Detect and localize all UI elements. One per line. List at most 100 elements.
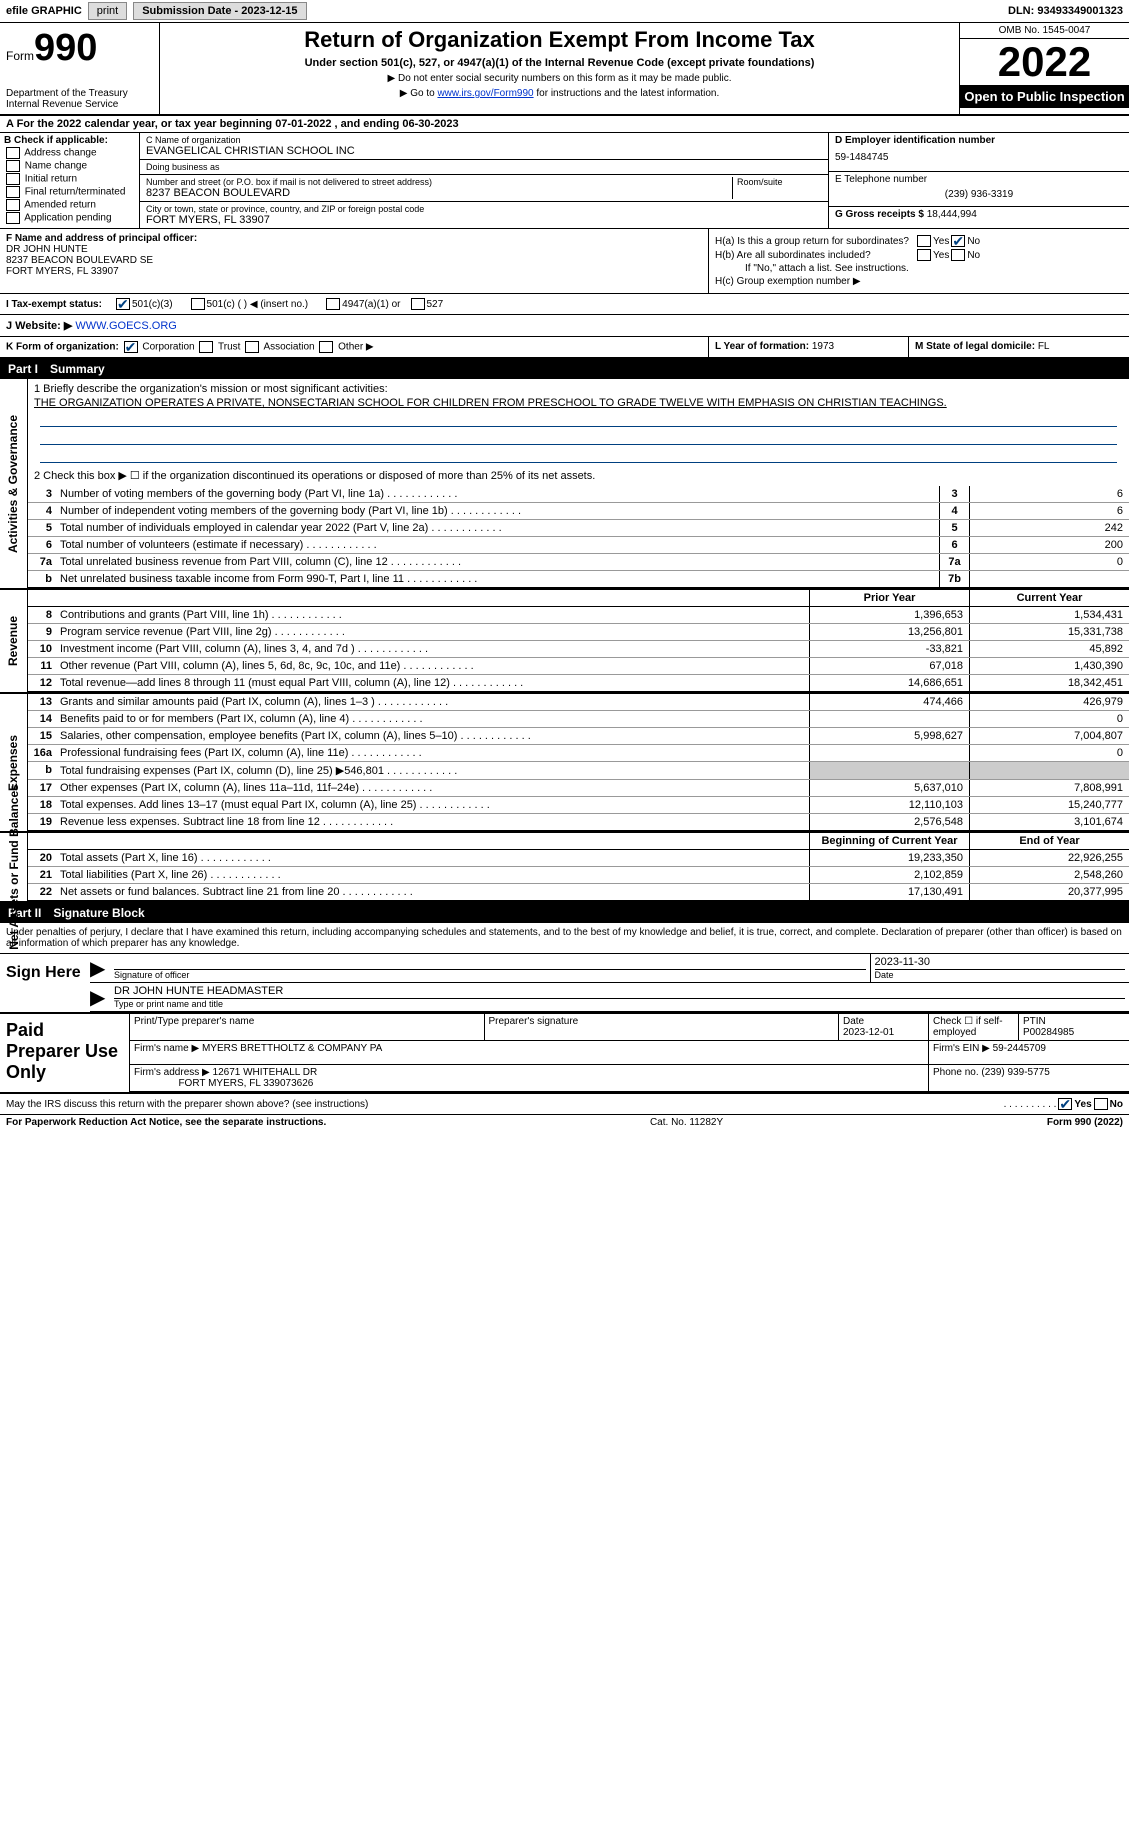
expenses-section: Expenses 13 Grants and similar amounts p… — [0, 694, 1129, 833]
efile-label: efile GRAPHIC — [6, 5, 82, 17]
sig-date-label: Date — [875, 970, 894, 980]
j-label: J Website: ▶ — [6, 320, 72, 332]
m-label: M State of legal domicile: — [915, 341, 1035, 352]
phone-val: (239) 936-3319 — [835, 185, 1123, 204]
cat-no: Cat. No. 11282Y — [326, 1117, 1047, 1128]
governance-section: Activities & Governance 1 Briefly descri… — [0, 379, 1129, 590]
blank1 — [40, 411, 1117, 427]
prep-date: 2023-12-01 — [843, 1027, 894, 1038]
form-subtitle: Under section 501(c), 527, or 4947(a)(1)… — [170, 57, 949, 69]
line-6: 6 Total number of volunteers (estimate i… — [28, 537, 1129, 554]
cb-amended[interactable]: Amended return — [4, 199, 135, 211]
hb-yes-cb[interactable] — [917, 249, 931, 261]
form-title: Return of Organization Exempt From Incom… — [170, 27, 949, 53]
col-headers-net: Beginning of Current Year End of Year — [28, 833, 1129, 850]
cb-501c[interactable] — [191, 298, 205, 310]
hb-note: If "No," attach a list. See instructions… — [715, 263, 1123, 274]
discuss-row: May the IRS discuss this return with the… — [0, 1094, 1129, 1114]
blank3 — [40, 447, 1117, 463]
form-label: Form — [6, 49, 34, 63]
cb-assoc[interactable] — [245, 341, 259, 353]
line-b: b Net unrelated business taxable income … — [28, 571, 1129, 588]
firm-addr: 12671 WHITEHALL DR — [213, 1067, 318, 1078]
arrow-icon: ▶ — [90, 983, 110, 1011]
org-name: EVANGELICAL CHRISTIAN SCHOOL INC — [146, 145, 822, 157]
line-3: 3 Number of voting members of the govern… — [28, 486, 1129, 503]
preparer-block: Paid Preparer Use Only Print/Type prepar… — [0, 1014, 1129, 1094]
line-9: 9 Program service revenue (Part VIII, li… — [28, 624, 1129, 641]
line-13: 13 Grants and similar amounts paid (Part… — [28, 694, 1129, 711]
website-link[interactable]: WWW.GOECS.ORG — [75, 320, 176, 332]
ptin-val: P00284985 — [1023, 1027, 1074, 1038]
firm-name: MYERS BRETTHOLTZ & COMPANY PA — [202, 1043, 382, 1054]
line-18: 18 Total expenses. Add lines 13–17 (must… — [28, 797, 1129, 814]
part2-header: Part II Signature Block — [0, 903, 1129, 923]
inspection-label: Open to Public Inspection — [960, 85, 1129, 108]
k-label: K Form of organization: — [6, 342, 119, 353]
cb-4947[interactable] — [326, 298, 340, 310]
gross-val: 18,444,994 — [927, 209, 977, 220]
cb-trust[interactable] — [199, 341, 213, 353]
officer-addr2: FORT MYERS, FL 33907 — [6, 266, 119, 277]
line-20: 20 Total assets (Part X, line 16) 19,233… — [28, 850, 1129, 867]
sig-officer-label: Signature of officer — [114, 970, 189, 980]
note-link: ▶ Go to www.irs.gov/Form990 for instruct… — [170, 88, 949, 99]
cb-final[interactable]: Final return/terminated — [4, 186, 135, 198]
dba-label: Doing business as — [146, 162, 822, 172]
addr-label: Number and street (or P.O. box if mail i… — [146, 177, 732, 187]
line-14: 14 Benefits paid to or for members (Part… — [28, 711, 1129, 728]
prep-sig-label: Preparer's signature — [485, 1014, 840, 1040]
org-name-label: C Name of organization — [146, 135, 822, 145]
cb-527[interactable] — [411, 298, 425, 310]
cb-initial[interactable]: Initial return — [4, 173, 135, 185]
i-label: I Tax-exempt status: — [6, 299, 102, 310]
cb-501c3[interactable] — [116, 298, 130, 310]
l-val: 1973 — [812, 341, 834, 352]
submission-button[interactable]: Submission Date - 2023-12-15 — [133, 2, 306, 20]
irs-link[interactable]: www.irs.gov/Form990 — [437, 88, 533, 99]
side-governance: Activities & Governance — [0, 379, 28, 588]
tax-year: 2022 — [960, 39, 1129, 85]
firm-city: FORT MYERS, FL 339073626 — [178, 1078, 313, 1089]
ein-val: 59-1484745 — [835, 146, 1123, 169]
sig-date: 2023-11-30 — [875, 956, 1126, 970]
line-12: 12 Total revenue—add lines 8 through 11 … — [28, 675, 1129, 692]
ha-label: H(a) Is this a group return for subordin… — [715, 236, 915, 247]
line-17: 17 Other expenses (Part IX, column (A), … — [28, 780, 1129, 797]
m-val: FL — [1038, 341, 1050, 352]
cb-address[interactable]: Address change — [4, 147, 135, 159]
col-c: C Name of organization EVANGELICAL CHRIS… — [140, 133, 829, 228]
officer-label: F Name and address of principal officer: — [6, 233, 197, 244]
hb-no-cb[interactable] — [951, 249, 965, 261]
netassets-section: Net Assets or Fund Balances Beginning of… — [0, 833, 1129, 903]
line-21: 21 Total liabilities (Part X, line 26) 2… — [28, 867, 1129, 884]
city-val: FORT MYERS, FL 33907 — [146, 214, 822, 226]
ha-no-cb[interactable] — [951, 235, 965, 247]
discuss-no-cb[interactable] — [1094, 1098, 1108, 1110]
form-header: Form990 Department of the Treasury Inter… — [0, 23, 1129, 116]
form-footer: Form 990 (2022) — [1047, 1117, 1123, 1128]
part1-header: Part I Summary — [0, 359, 1129, 379]
mission-block: 1 Briefly describe the organization's mi… — [28, 379, 1129, 486]
dept-label: Department of the Treasury Internal Reve… — [6, 88, 153, 110]
line-19: 19 Revenue less expenses. Subtract line … — [28, 814, 1129, 831]
line-22: 22 Net assets or fund balances. Subtract… — [28, 884, 1129, 901]
discuss-yes-cb[interactable] — [1058, 1098, 1072, 1110]
sign-here-block: Sign Here ▶ Signature of officer 2023-11… — [0, 954, 1129, 1014]
print-button[interactable]: print — [88, 2, 127, 20]
col-de: D Employer identification number 59-1484… — [829, 133, 1129, 228]
cb-pending[interactable]: Application pending — [4, 212, 135, 224]
cb-name[interactable]: Name change — [4, 160, 135, 172]
sig-name: DR JOHN HUNTE HEADMASTER — [114, 985, 1125, 999]
ha-yes-cb[interactable] — [917, 235, 931, 247]
prep-self-label: Check ☐ if self-employed — [929, 1014, 1019, 1040]
q2: 2 Check this box ▶ ☐ if the organization… — [34, 469, 1123, 482]
section-fh: F Name and address of principal officer:… — [0, 229, 1129, 294]
room-label: Room/suite — [737, 177, 822, 187]
form-number: 990 — [34, 27, 97, 69]
l-label: L Year of formation: — [715, 341, 809, 352]
paperwork-row: For Paperwork Reduction Act Notice, see … — [0, 1114, 1129, 1130]
line-10: 10 Investment income (Part VIII, column … — [28, 641, 1129, 658]
cb-corp[interactable] — [124, 341, 138, 353]
cb-other[interactable] — [319, 341, 333, 353]
